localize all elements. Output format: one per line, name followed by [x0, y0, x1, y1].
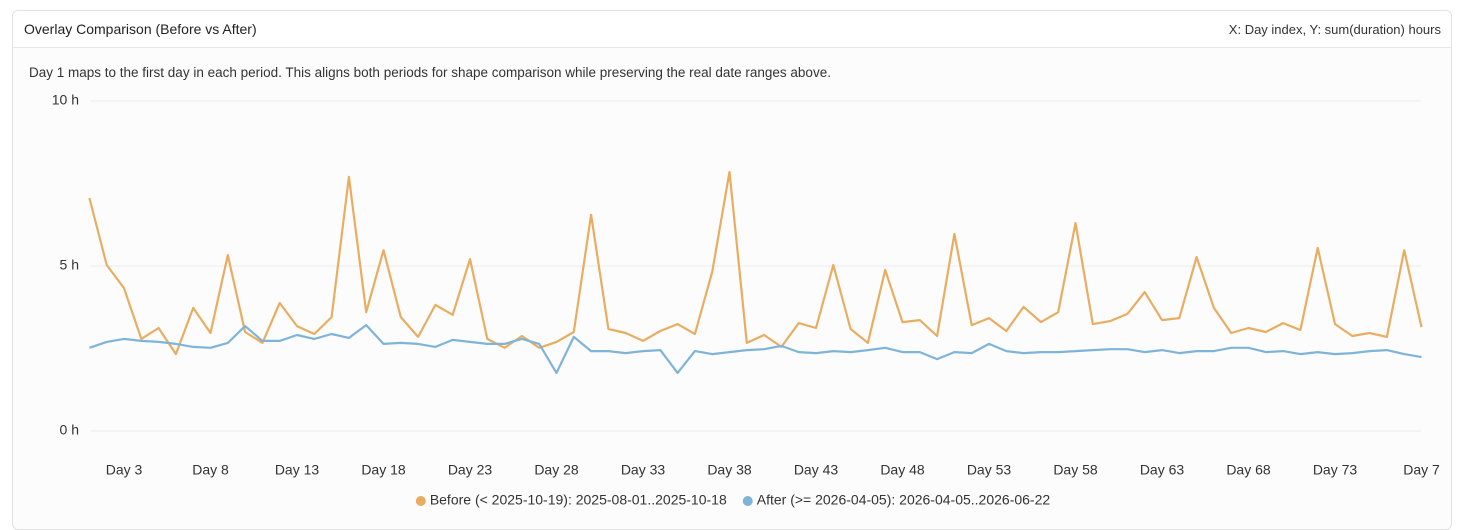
x-tick-label: Day 7 [1403, 462, 1440, 478]
x-tick-label: Day 23 [448, 462, 493, 478]
description: Day 1 maps to the first day in each peri… [29, 65, 831, 80]
axis-note: X: Day index, Y: sum(duration) hours [1228, 21, 1441, 37]
x-tick-label: Day 33 [621, 462, 666, 478]
card-title: Overlay Comparison (Before vs After) [24, 21, 257, 37]
card: Overlay Comparison (Before vs After) X: … [12, 10, 1452, 530]
x-tick-label: Day 38 [707, 462, 752, 478]
x-tick-label: Day 18 [361, 462, 406, 478]
y-tick-label: 5 h [60, 257, 79, 273]
x-tick-label: Day 13 [275, 462, 320, 478]
x-tick-label: Day 63 [1140, 462, 1185, 478]
x-tick-label: Day 48 [880, 462, 925, 478]
chart: 0 h 5 h 10 h Day 3 Day 8 Day 13 Day 18 Day 23 Da… [52, 92, 1440, 508]
x-tick-label: Day 68 [1226, 462, 1271, 478]
x-tick-label: Day 28 [534, 462, 579, 478]
x-tick-label: Day 58 [1053, 462, 1098, 478]
x-tick-label: Day 43 [794, 462, 839, 478]
x-tick-label: Day 53 [967, 462, 1012, 478]
legend-label: Before (< 2025-10-19): 2025-08-01..2025-… [430, 492, 727, 508]
y-tick-label: 0 h [60, 422, 79, 438]
series-line [88, 170, 1423, 356]
series-line [89, 324, 1422, 374]
page: Overlay Comparison (Before vs After) X: … [12, 10, 1452, 530]
y-tick-label: 10 h [52, 92, 79, 108]
legend-swatch [415, 496, 426, 506]
legend-label: After (>= 2026-04-05): 2026-04-05..2026-… [757, 492, 1051, 508]
card-header: Overlay Comparison (Before vs After) X: … [13, 11, 1451, 48]
x-tick-label: Day 3 [106, 462, 143, 478]
x-tick-label: Day 8 [192, 462, 229, 478]
x-tick-label: Day 73 [1313, 462, 1358, 478]
legend-swatch [742, 496, 753, 506]
